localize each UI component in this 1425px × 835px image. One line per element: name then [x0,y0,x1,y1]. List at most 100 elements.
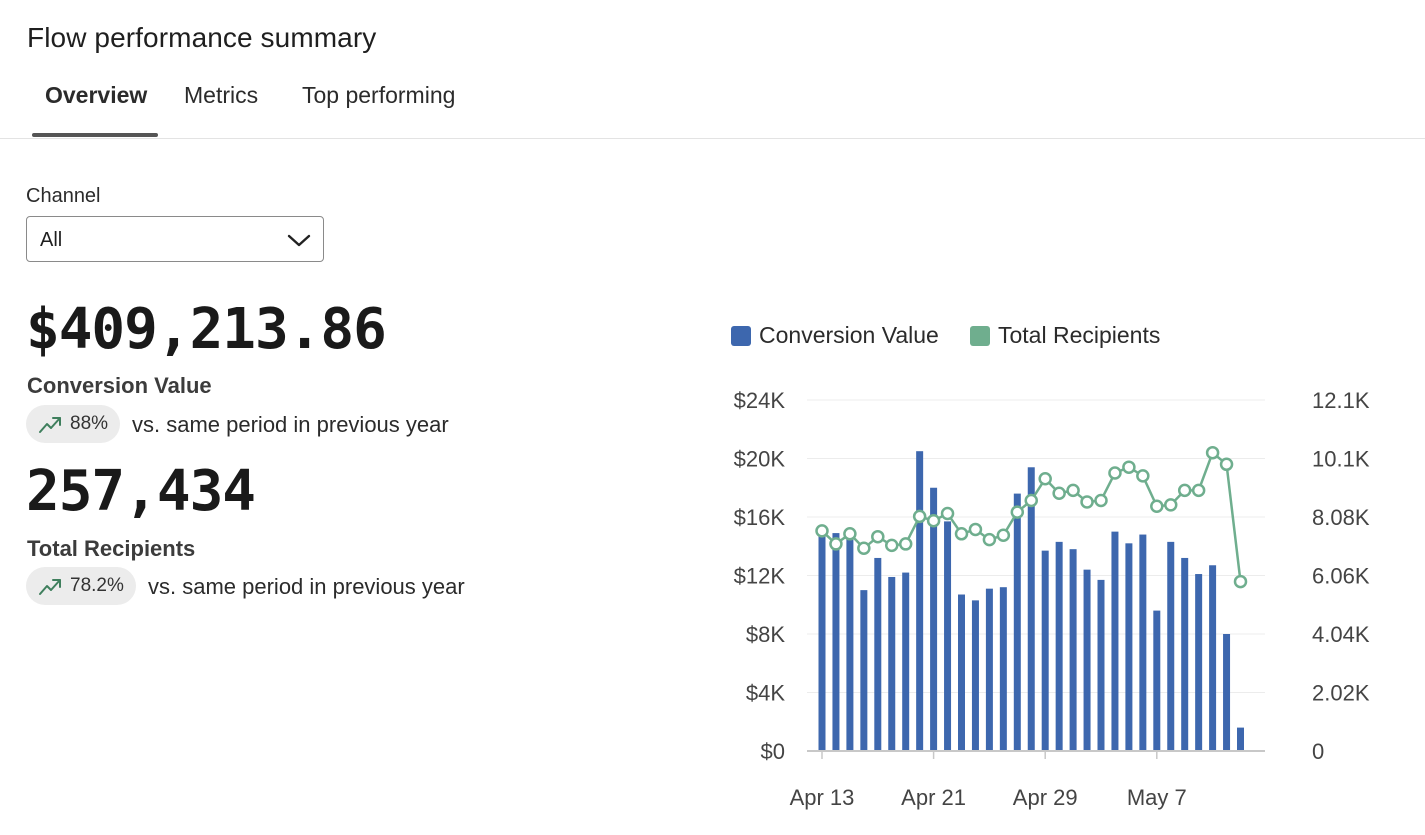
recipients-change-badge: 78.2% [26,567,136,605]
line-point [1080,495,1094,509]
y-left-tick-label: $12K [734,564,786,589]
bar [1181,557,1189,751]
bar [944,521,952,751]
y-left-tick-label: $24K [734,388,786,413]
y-right-tick-label: 6.06K [1312,564,1370,589]
bar [888,576,896,751]
y-left-tick-label: $20K [734,447,786,472]
bar [1153,610,1161,751]
line-point [968,522,983,537]
y-left-tick-label: $16K [734,505,786,530]
bar [1097,579,1105,751]
y-right-tick-label: 12.1K [1312,388,1370,413]
bar [860,590,868,751]
line-point [1038,472,1052,486]
line-point [954,527,969,541]
bar [874,557,882,751]
legend-swatch-recipients [970,325,990,346]
bar [1083,569,1091,751]
tab-bar: Overview Metrics Top performing [0,70,1425,139]
legend-label-recipients: Total Recipients [998,322,1161,348]
line-point [1233,574,1248,589]
chevron-down-icon [287,234,311,247]
line-point [1205,445,1220,460]
line-point [926,514,941,528]
x-tick-label: May 7 [1127,785,1187,810]
combo-chart: $0 0 $4K 2.02K $8K 4.04K $12K 6.06K $16K 8.08K $20… [734,388,1370,810]
y-right-tick-label: 8.08K [1312,505,1370,530]
line-point [815,524,829,538]
bar [832,533,840,751]
line-point [1191,483,1206,498]
conversion-change-badge: 88% [26,405,121,443]
recipients-compare-text: vs. same period in previous year [148,574,465,599]
legend-swatch-conversion [731,325,751,346]
total-recipients-label: Total Recipients [27,536,196,561]
bar [1055,541,1063,751]
bar [1013,493,1021,751]
total-recipients-total: 257,434 [26,459,256,524]
bar [930,487,938,751]
channel-label: Channel [26,185,101,207]
x-tick-label: Apr 13 [790,785,855,810]
line-point [1219,457,1234,472]
y-left-tick-label: $8K [746,622,785,647]
line-point [857,541,871,556]
line-point [1094,493,1108,508]
line-point [843,527,857,541]
bar [1237,727,1244,751]
recipients-change-value: 78.2% [70,575,124,596]
page-title: Flow performance summary [27,22,377,53]
line-point [1010,505,1025,519]
conversion-value-label: Conversion Value [27,373,212,398]
line-point [1052,486,1066,501]
tab-metrics[interactable]: Metrics [184,82,259,108]
bar [999,587,1007,751]
line-point [912,509,927,524]
legend-label-conversion: Conversion Value [759,322,939,348]
bar [818,531,826,751]
bar [1027,467,1035,751]
channel-select[interactable]: All [26,216,324,262]
line-point [1122,460,1136,474]
active-tab-indicator [32,133,158,137]
x-tick-label: Apr 21 [901,785,966,810]
channel-select-value: All [40,229,63,251]
conversion-value-total: $409,213.86 [26,297,387,362]
legend-conversion-value[interactable]: Conversion Value [731,322,939,349]
line-point [996,528,1011,542]
line-point [1108,466,1122,480]
bar [1209,565,1217,751]
tab-overview[interactable]: Overview [45,82,148,108]
bar [958,594,965,751]
trend-up-icon [39,417,61,433]
line-point [1024,493,1038,508]
bar [1111,531,1119,751]
bar [1041,550,1049,751]
tab-top-performing[interactable]: Top performing [302,82,456,108]
y-right-tick-label: 2.02K [1312,681,1370,706]
line-point [1164,498,1178,512]
bar [846,536,854,751]
bar [902,572,910,751]
y-left-tick-label: $4K [746,681,785,706]
x-tick-label: Apr 29 [1013,785,1078,810]
line-point [829,537,843,551]
line-point [1150,499,1164,514]
conversion-change-value: 88% [70,413,109,434]
line-point [1066,483,1080,498]
conversion-compare-text: vs. same period in previous year [132,412,449,437]
line-point [1136,469,1150,483]
bar [1139,534,1147,751]
bar [1125,543,1133,751]
y-right-tick-label: 0 [1312,739,1324,764]
line-point [982,532,997,547]
line-point [885,538,899,553]
y-right-tick-label: 4.04K [1312,622,1370,647]
bar [1223,634,1231,751]
bar [985,588,993,751]
legend-total-recipients[interactable]: Total Recipients [970,322,1160,349]
line-point [898,537,913,551]
bar [971,600,979,751]
bar [916,451,924,751]
